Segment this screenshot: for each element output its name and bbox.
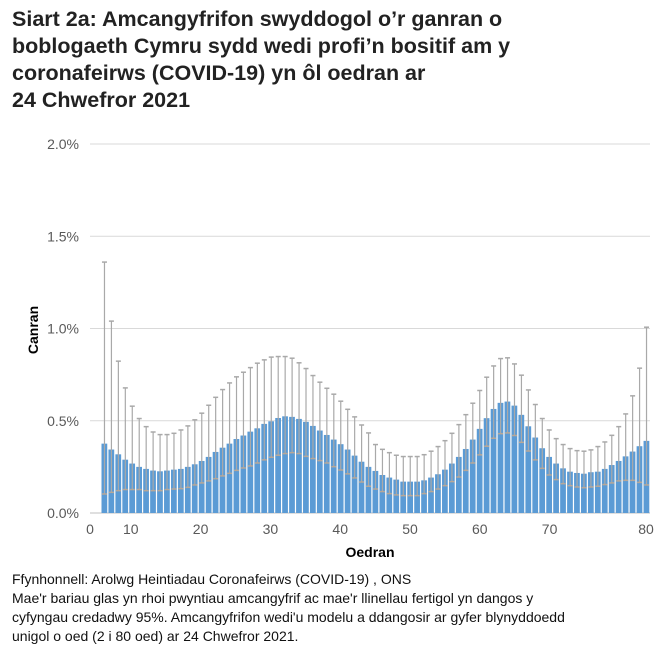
bar-age-48 <box>421 480 427 513</box>
bar-age-64 <box>532 437 539 513</box>
bar-age-76 <box>615 460 622 513</box>
bar-age-27 <box>275 417 281 513</box>
x-tick-label: 10 <box>123 521 139 537</box>
x-tick-label: 30 <box>263 521 279 537</box>
bar-age-67 <box>553 463 559 513</box>
bar-age-63 <box>525 426 532 513</box>
bar-age-56 <box>476 428 483 513</box>
bar-age-55 <box>469 439 476 513</box>
bar-age-28 <box>282 416 288 513</box>
bar-age-25 <box>261 423 268 513</box>
bar-age-23 <box>247 431 254 513</box>
bar-age-35 <box>330 439 337 513</box>
bar-age-12 <box>170 469 177 513</box>
bar-age-22 <box>240 435 247 513</box>
y-tick-label: 1.5% <box>47 228 79 244</box>
bar-age-29 <box>289 416 295 513</box>
bar-age-50 <box>435 474 441 513</box>
bar-age-70 <box>574 472 580 513</box>
x-tick-label: 40 <box>332 521 348 537</box>
footnote-line: Mae'r bariau glas yn rhoi pwyntiau amcan… <box>12 590 534 606</box>
bar-age-9 <box>150 470 156 513</box>
title-line: coronafeirws (COVID-19) yn ôl oedran ar <box>12 61 426 85</box>
bar-age-51 <box>442 469 448 513</box>
bar-age-59 <box>497 402 504 513</box>
y-tick-label: 0.5% <box>47 413 79 429</box>
bar-age-46 <box>407 481 414 513</box>
title-line: Siart 2a: Amcangyfrifon swyddogol o’r ga… <box>12 7 503 31</box>
bar-age-49 <box>428 477 434 513</box>
bar-age-53 <box>455 456 462 513</box>
bar-age-74 <box>601 468 608 513</box>
bar-age-77 <box>622 456 629 513</box>
bar-age-62 <box>518 414 525 513</box>
bar-age-69 <box>567 471 573 513</box>
bar-age-19 <box>219 447 226 513</box>
bar-age-52 <box>448 463 455 513</box>
bar-age-58 <box>490 408 497 513</box>
bar-age-42 <box>379 474 386 513</box>
y-tick-label: 2.0% <box>47 136 79 152</box>
bar-age-78 <box>629 451 636 513</box>
x-tick-label: 50 <box>402 521 418 537</box>
title-line: boblogaeth Cymru sydd wedi profi’n bosit… <box>12 34 511 58</box>
bar-age-47 <box>414 481 420 513</box>
bar-age-36 <box>337 444 344 513</box>
bar-age-14 <box>184 466 191 513</box>
bar-age-68 <box>560 468 566 513</box>
source-note: Ffynhonnell: Arolwg Heintiadau Coronafei… <box>12 571 412 587</box>
bar-age-75 <box>608 465 615 513</box>
bar-age-61 <box>511 405 518 513</box>
bar-age-73 <box>594 471 601 513</box>
bar-age-17 <box>205 456 212 513</box>
bar-age-60 <box>504 401 511 513</box>
x-tick-label: 20 <box>193 521 209 537</box>
bar-age-16 <box>198 460 205 513</box>
bar-age-18 <box>212 451 219 513</box>
bar-age-66 <box>546 456 553 513</box>
footnote-line: unigol o oed (2 i 80 oed) ar 24 Chwefror… <box>12 628 299 644</box>
bar-age-72 <box>587 472 594 513</box>
bar-age-39 <box>358 461 365 513</box>
bar-age-13 <box>177 468 184 513</box>
bar-age-33 <box>316 430 323 513</box>
bar-age-34 <box>323 434 330 513</box>
bar-age-15 <box>191 464 198 513</box>
chart-title: Siart 2a: Amcangyfrifon swyddogol o’r ga… <box>12 6 652 114</box>
bar-age-44 <box>393 479 400 513</box>
y-axis-title: Canran <box>25 306 41 354</box>
bar-age-21 <box>233 439 240 513</box>
bar-age-24 <box>254 428 261 513</box>
x-tick-label: 80 <box>638 521 654 537</box>
bar-age-57 <box>483 418 490 513</box>
bar-age-20 <box>226 443 233 513</box>
bar-age-37 <box>344 449 351 513</box>
title-line: 24 Chwefror 2021 <box>12 88 191 112</box>
bar-age-45 <box>400 481 407 513</box>
y-tick-label: 0.0% <box>47 505 79 521</box>
bar-age-10 <box>157 471 163 513</box>
bar-age-11 <box>164 470 170 513</box>
bar-age-71 <box>581 473 587 513</box>
bar-age-54 <box>462 448 469 513</box>
bar-age-26 <box>268 421 275 513</box>
bar-age-40 <box>365 466 372 513</box>
bar-age-43 <box>386 477 393 513</box>
bar-age-41 <box>372 470 379 513</box>
footnote-line: cyfyngau credadwy 95%. Amcangyfrifon wed… <box>12 609 565 625</box>
x-tick-label: 0 <box>86 521 94 537</box>
x-tick-label: 60 <box>472 521 488 537</box>
bar-age-38 <box>351 455 358 513</box>
x-tick-label: 70 <box>542 521 558 537</box>
bar-age-31 <box>303 421 309 513</box>
bar-age-32 <box>309 425 316 513</box>
bar-age-65 <box>539 448 546 513</box>
y-tick-label: 1.0% <box>47 321 79 337</box>
bar-age-30 <box>296 418 302 513</box>
x-axis-title: Oedran <box>345 544 394 560</box>
